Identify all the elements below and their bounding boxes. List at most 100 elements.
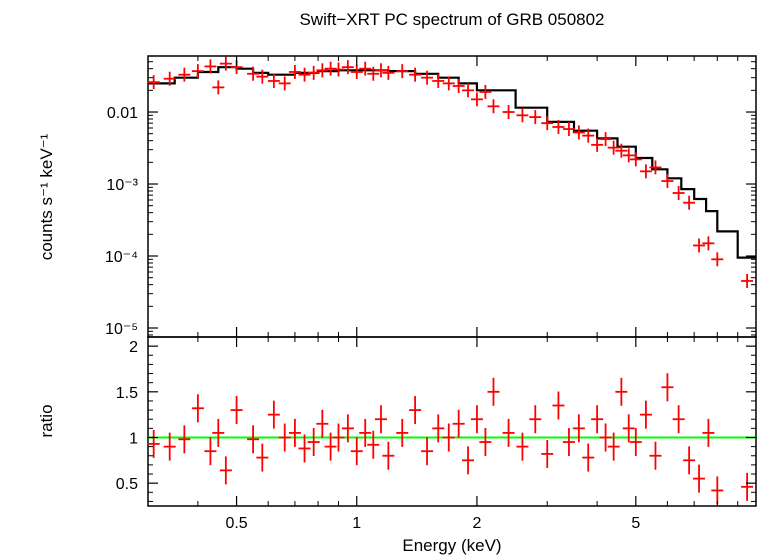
ratio-point [452,409,465,438]
ratio-point [649,441,662,470]
spectrum-point [711,252,724,267]
spectrum-point [649,160,662,175]
ratio-point [683,446,696,475]
spectrum-point [341,60,354,75]
spectrum-point [367,66,380,81]
spectrum-point [562,122,575,137]
spectrum-point [382,65,395,80]
spectrum-point [462,83,475,98]
spectrum-point [639,164,652,179]
spectrum-point [374,63,387,78]
y-tick-label: 0.5 [116,476,138,493]
ratio-y-axis-label: ratio [37,404,56,437]
y-tick-label: 10⁻⁵ [105,321,138,338]
ratio-point [382,441,395,470]
spectrum-point [516,108,529,123]
ratio-point [307,428,320,457]
spectrum-data-points [147,56,754,288]
spectrum-point [307,65,320,80]
y-tick-label: 0.01 [107,105,138,122]
ratio-point [219,456,232,485]
spectrum-point [529,110,542,125]
ratio-point [741,472,754,501]
ratio-point [350,437,363,466]
spectrum-point [672,186,685,201]
ratio-point [367,430,380,459]
model-curve [148,66,756,259]
ratio-point [479,428,492,457]
ratio-y-ticks: 0.5 1 1.5 2 [116,339,756,502]
x-tick-label: 5 [631,515,640,532]
ratio-point [316,409,329,438]
ratio-point [230,396,243,425]
ratio-point [529,405,542,434]
spectrum-point [487,99,500,114]
spectrum-panel: 0.01 10⁻³ 10⁻⁴ 10⁻⁵ counts s⁻¹ keV⁻¹ [37,55,757,347]
ratio-point [396,418,409,447]
y-tick-label: 2 [129,339,138,356]
spectrum-point [479,84,492,99]
ratio-point [487,377,500,406]
ratio-point [711,476,724,505]
ratio-point [552,391,565,420]
ratio-point [341,414,354,443]
ratio-point [432,414,445,443]
ratio-point [661,373,674,402]
spectrum-point [702,236,715,251]
spectrum-point [552,119,565,134]
spectrum-plot-frame [147,55,757,338]
ratio-panel: 0.5 1 1.5 2 0.5 1 2 5 ratio Energy (keV) [37,336,757,555]
ratio-point [178,425,191,454]
ratio-point [629,428,642,457]
ratio-point [502,418,515,447]
ratio-point [163,432,176,461]
ratio-point [591,405,604,434]
model-line [148,66,756,259]
spectrum-point [247,66,260,81]
spectrum-point [591,137,604,152]
spectrum-point [163,71,176,86]
ratio-point [332,423,345,452]
spectrum-point [615,143,628,158]
spectrum-point [582,128,595,143]
ratio-point [247,425,260,454]
x-tick-label: 0.5 [225,515,247,532]
ratio-point [462,446,475,475]
ratio-point [421,437,434,466]
spectrum-point [288,64,301,79]
ratio-point [702,418,715,447]
ratio-point [470,405,483,434]
chart-title: Swift−XRT PC spectrum of GRB 050802 [299,10,604,29]
y-tick-label: 1.5 [116,385,138,402]
spectrum-point [502,105,515,120]
ratio-point [212,418,225,447]
ratio-point [572,414,585,443]
spectrum-point [350,64,363,79]
ratio-point [442,423,455,452]
spectrum-point [147,75,160,90]
ratio-point [607,432,620,461]
spectrum-point [219,56,232,71]
spectrum-point [622,148,635,163]
ratio-x-ticks: 0.5 1 2 5 [147,496,739,532]
spectrum-point [267,73,280,88]
spectrum-point [191,64,204,79]
ratio-point [267,400,280,429]
spectrum-point [178,67,191,82]
ratio-point [693,464,706,493]
spectrum-x-ticks [147,56,739,347]
ratio-point [639,400,652,429]
spectrum-point [470,92,483,107]
ratio-point [599,423,612,452]
ratio-point [582,443,595,472]
ratio-point [191,394,204,423]
x-tick-label: 2 [472,515,481,532]
spectrum-point [741,273,754,288]
ratio-point [147,429,160,458]
ratio-point [562,428,575,457]
spectrum-point [661,174,674,189]
spectrum-point [607,140,620,155]
spectrum-point [541,116,554,131]
